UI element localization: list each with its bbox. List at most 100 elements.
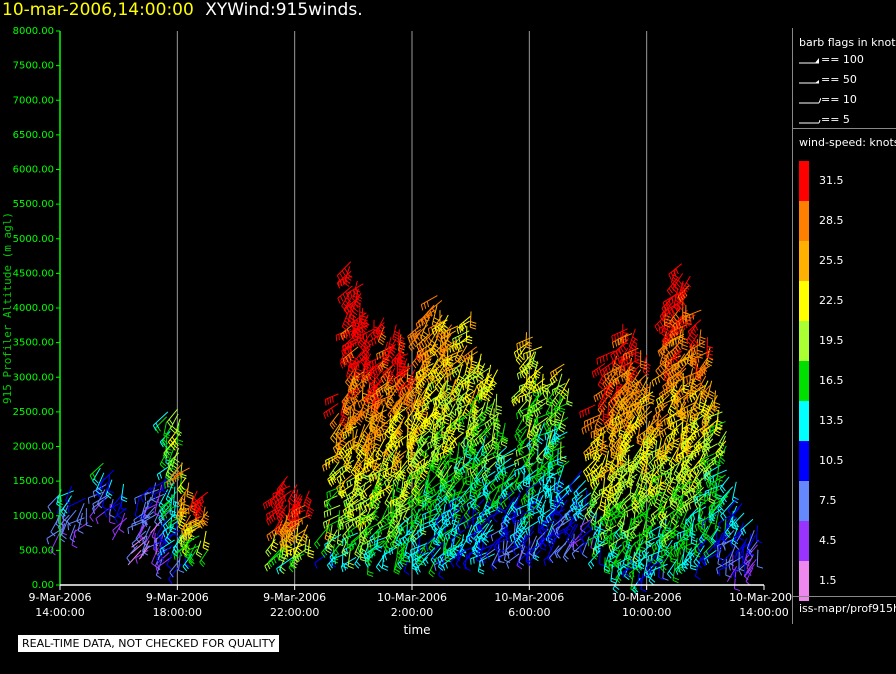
wind-barb bbox=[590, 506, 600, 523]
barb-flag bbox=[327, 398, 329, 405]
barb-flag bbox=[387, 400, 393, 406]
barb-flag bbox=[383, 481, 388, 488]
barb-flag bbox=[167, 485, 174, 489]
barb-flag bbox=[360, 360, 365, 367]
wind-barb bbox=[154, 499, 159, 514]
barb-flag bbox=[375, 369, 379, 376]
barb-flag bbox=[547, 463, 550, 470]
barb-flag bbox=[154, 540, 159, 547]
barb-column bbox=[104, 483, 128, 541]
barb-flag bbox=[338, 452, 343, 459]
barb-flag bbox=[336, 455, 343, 460]
barb-flag bbox=[286, 551, 289, 558]
barb-flag bbox=[429, 569, 436, 575]
barb-flag bbox=[156, 563, 161, 569]
barb-flag bbox=[382, 462, 389, 467]
barb-flag bbox=[77, 530, 84, 534]
barb-flag bbox=[334, 558, 336, 565]
barb-flag bbox=[384, 471, 388, 478]
barb-flag bbox=[121, 498, 128, 503]
barb-flag bbox=[403, 556, 410, 560]
barb-flag bbox=[486, 421, 491, 428]
wind-barb bbox=[514, 500, 517, 521]
barb-flag bbox=[329, 476, 334, 483]
barb-flag bbox=[274, 495, 280, 501]
wind-barb bbox=[88, 491, 104, 499]
barb-flag bbox=[426, 301, 430, 308]
wind-barb bbox=[154, 552, 162, 567]
barb-flag bbox=[519, 342, 521, 349]
barb-flag bbox=[600, 528, 607, 532]
barb-flag bbox=[289, 561, 292, 568]
barb-flag bbox=[410, 549, 412, 556]
barb-flag bbox=[270, 548, 277, 553]
barb-flag bbox=[120, 507, 127, 511]
barb-flag bbox=[288, 539, 292, 546]
barb-flag bbox=[67, 524, 70, 531]
barb-flag bbox=[372, 474, 375, 481]
barb-flag bbox=[280, 531, 285, 537]
barb-flag bbox=[395, 530, 402, 535]
barb-flag bbox=[343, 501, 346, 508]
barb-flag bbox=[525, 343, 532, 347]
barb-flag bbox=[200, 559, 206, 565]
barb-flag bbox=[176, 552, 179, 559]
barb-flag bbox=[386, 429, 392, 436]
barb-flag bbox=[400, 545, 405, 552]
barb-flag bbox=[355, 300, 362, 305]
barb-flag bbox=[367, 407, 370, 414]
barb-flag bbox=[325, 504, 330, 511]
barb-flag bbox=[384, 502, 390, 508]
barb-flag bbox=[276, 493, 282, 499]
barb-flag bbox=[198, 501, 204, 508]
barb-flag bbox=[372, 416, 375, 423]
barb-flag bbox=[525, 528, 528, 535]
barb-flag bbox=[385, 445, 390, 452]
barb-flag bbox=[349, 502, 353, 508]
barb-flag bbox=[179, 511, 181, 518]
barb-flag bbox=[368, 434, 371, 441]
barb-flag bbox=[387, 485, 393, 491]
barb-flag bbox=[200, 496, 205, 503]
barb-flag bbox=[356, 479, 359, 487]
barb-flag bbox=[322, 522, 326, 529]
barb-flag bbox=[350, 541, 355, 548]
barb-flag bbox=[423, 546, 427, 553]
barb-flag bbox=[346, 347, 350, 354]
barb-flag bbox=[73, 532, 77, 539]
barb-flag bbox=[92, 480, 98, 486]
barb-flag bbox=[392, 338, 399, 343]
barb-flag bbox=[86, 524, 93, 528]
barb-flag bbox=[357, 547, 361, 554]
barb-flag bbox=[362, 365, 368, 371]
barb-flag bbox=[349, 317, 356, 322]
barb-flag bbox=[396, 385, 403, 389]
barb-flag bbox=[407, 427, 414, 431]
barb-flag bbox=[353, 377, 357, 384]
barb-flag bbox=[348, 494, 352, 501]
barb-flag bbox=[69, 538, 76, 543]
barb-flag bbox=[160, 515, 165, 521]
barb-flag bbox=[184, 509, 187, 516]
barb-flag bbox=[307, 555, 314, 559]
barb-flag bbox=[324, 544, 327, 551]
barb-flag bbox=[327, 478, 331, 485]
barb-flag bbox=[164, 482, 166, 489]
barb-flag bbox=[357, 460, 363, 466]
barb-column bbox=[571, 487, 597, 559]
barb-flag bbox=[346, 306, 350, 313]
barb-flag bbox=[376, 485, 381, 491]
barb-flag bbox=[328, 562, 333, 569]
barb-flag bbox=[153, 549, 160, 553]
barb-flag bbox=[170, 521, 173, 528]
barb-flag bbox=[296, 538, 303, 542]
barb-flag bbox=[374, 541, 376, 548]
barb-flag bbox=[369, 388, 373, 395]
barb-flag bbox=[172, 551, 178, 557]
barb-flag bbox=[406, 446, 410, 453]
barb-flag bbox=[513, 352, 517, 359]
barb-flag bbox=[170, 476, 175, 482]
barb-flag bbox=[160, 502, 166, 508]
barb-flag bbox=[378, 352, 381, 359]
barb-flag bbox=[339, 422, 345, 427]
